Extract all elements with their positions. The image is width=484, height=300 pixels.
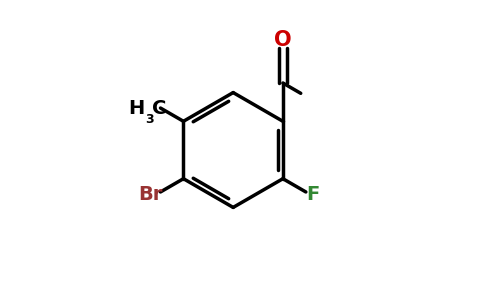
Text: 3: 3 <box>145 113 153 126</box>
Text: F: F <box>306 185 320 204</box>
Text: H: H <box>128 98 144 118</box>
Text: O: O <box>274 30 292 50</box>
Text: Br: Br <box>138 185 162 204</box>
Text: C: C <box>151 98 166 118</box>
